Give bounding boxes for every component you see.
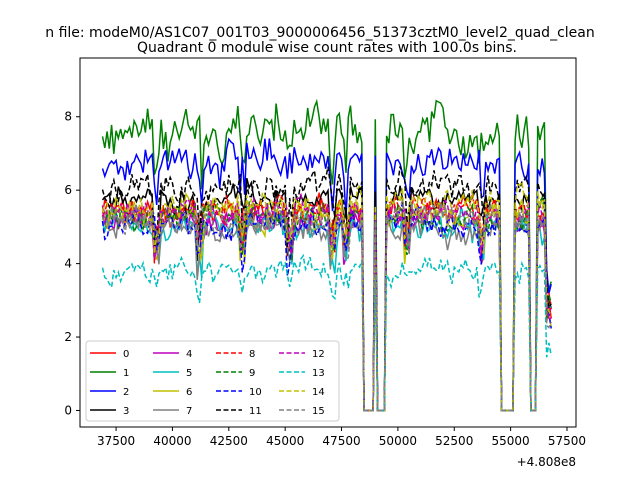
y-tick-label: 2 [64,330,72,344]
x-tick-label: 50000 [379,434,417,448]
series-line-12 [101,192,552,412]
series-line-1 [101,98,552,412]
series-line-7 [101,208,552,412]
series-lines [101,98,552,412]
legend-box [85,340,340,422]
x-tick-label: 40000 [153,434,191,448]
legend-label-12: 12 [312,349,325,360]
y-axis-ticks: 0 2 4 6 8 [64,110,80,417]
x-offset-label: +4.808e8 [517,455,576,469]
legend-label-6: 6 [186,387,192,398]
y-tick-label: 6 [64,183,72,197]
x-tick-label: 42500 [210,434,248,448]
series-line-15 [101,200,552,412]
y-tick-label: 0 [64,403,72,417]
legend-label-8: 8 [249,349,255,360]
legend-label-5: 5 [186,368,192,379]
x-tick-label: 55000 [492,434,530,448]
legend-label-15: 15 [312,406,325,417]
legend-label-3: 3 [123,406,129,417]
legend-label-1: 1 [123,368,129,379]
legend-label-9: 9 [249,368,255,379]
legend-label-14: 14 [312,387,325,398]
x-tick-label: 47500 [322,434,360,448]
series-line-2 [101,137,552,412]
x-tick-label: 37500 [97,434,135,448]
chart-title: Quadrant 0 module wise count rates with … [137,40,517,56]
x-axis-ticks: 37500 40000 42500 45000 47500 50000 52500 55000… [97,427,586,448]
series-line-13 [101,253,552,412]
legend-label-11: 11 [249,406,262,417]
legend-label-10: 10 [249,387,262,398]
x-tick-label: 52500 [435,434,473,448]
x-tick-label: 45000 [266,434,304,448]
plot-frame [79,57,577,428]
series-line-3 [101,178,552,412]
legend-label-7: 7 [186,406,192,417]
series-line-8 [101,192,552,412]
figure-suptitle: n file: modeM0/AS1C07_001T03_9000006456_… [45,25,594,41]
legend-label-0: 0 [123,349,129,360]
y-tick-label: 8 [64,110,72,124]
legend-label-13: 13 [312,368,325,379]
x-tick-label: 57500 [548,434,586,448]
series-line-11 [101,166,552,412]
legend-label-2: 2 [123,387,129,398]
y-tick-label: 4 [64,257,72,271]
legend-label-4: 4 [186,349,192,360]
series-line-14 [101,180,552,412]
